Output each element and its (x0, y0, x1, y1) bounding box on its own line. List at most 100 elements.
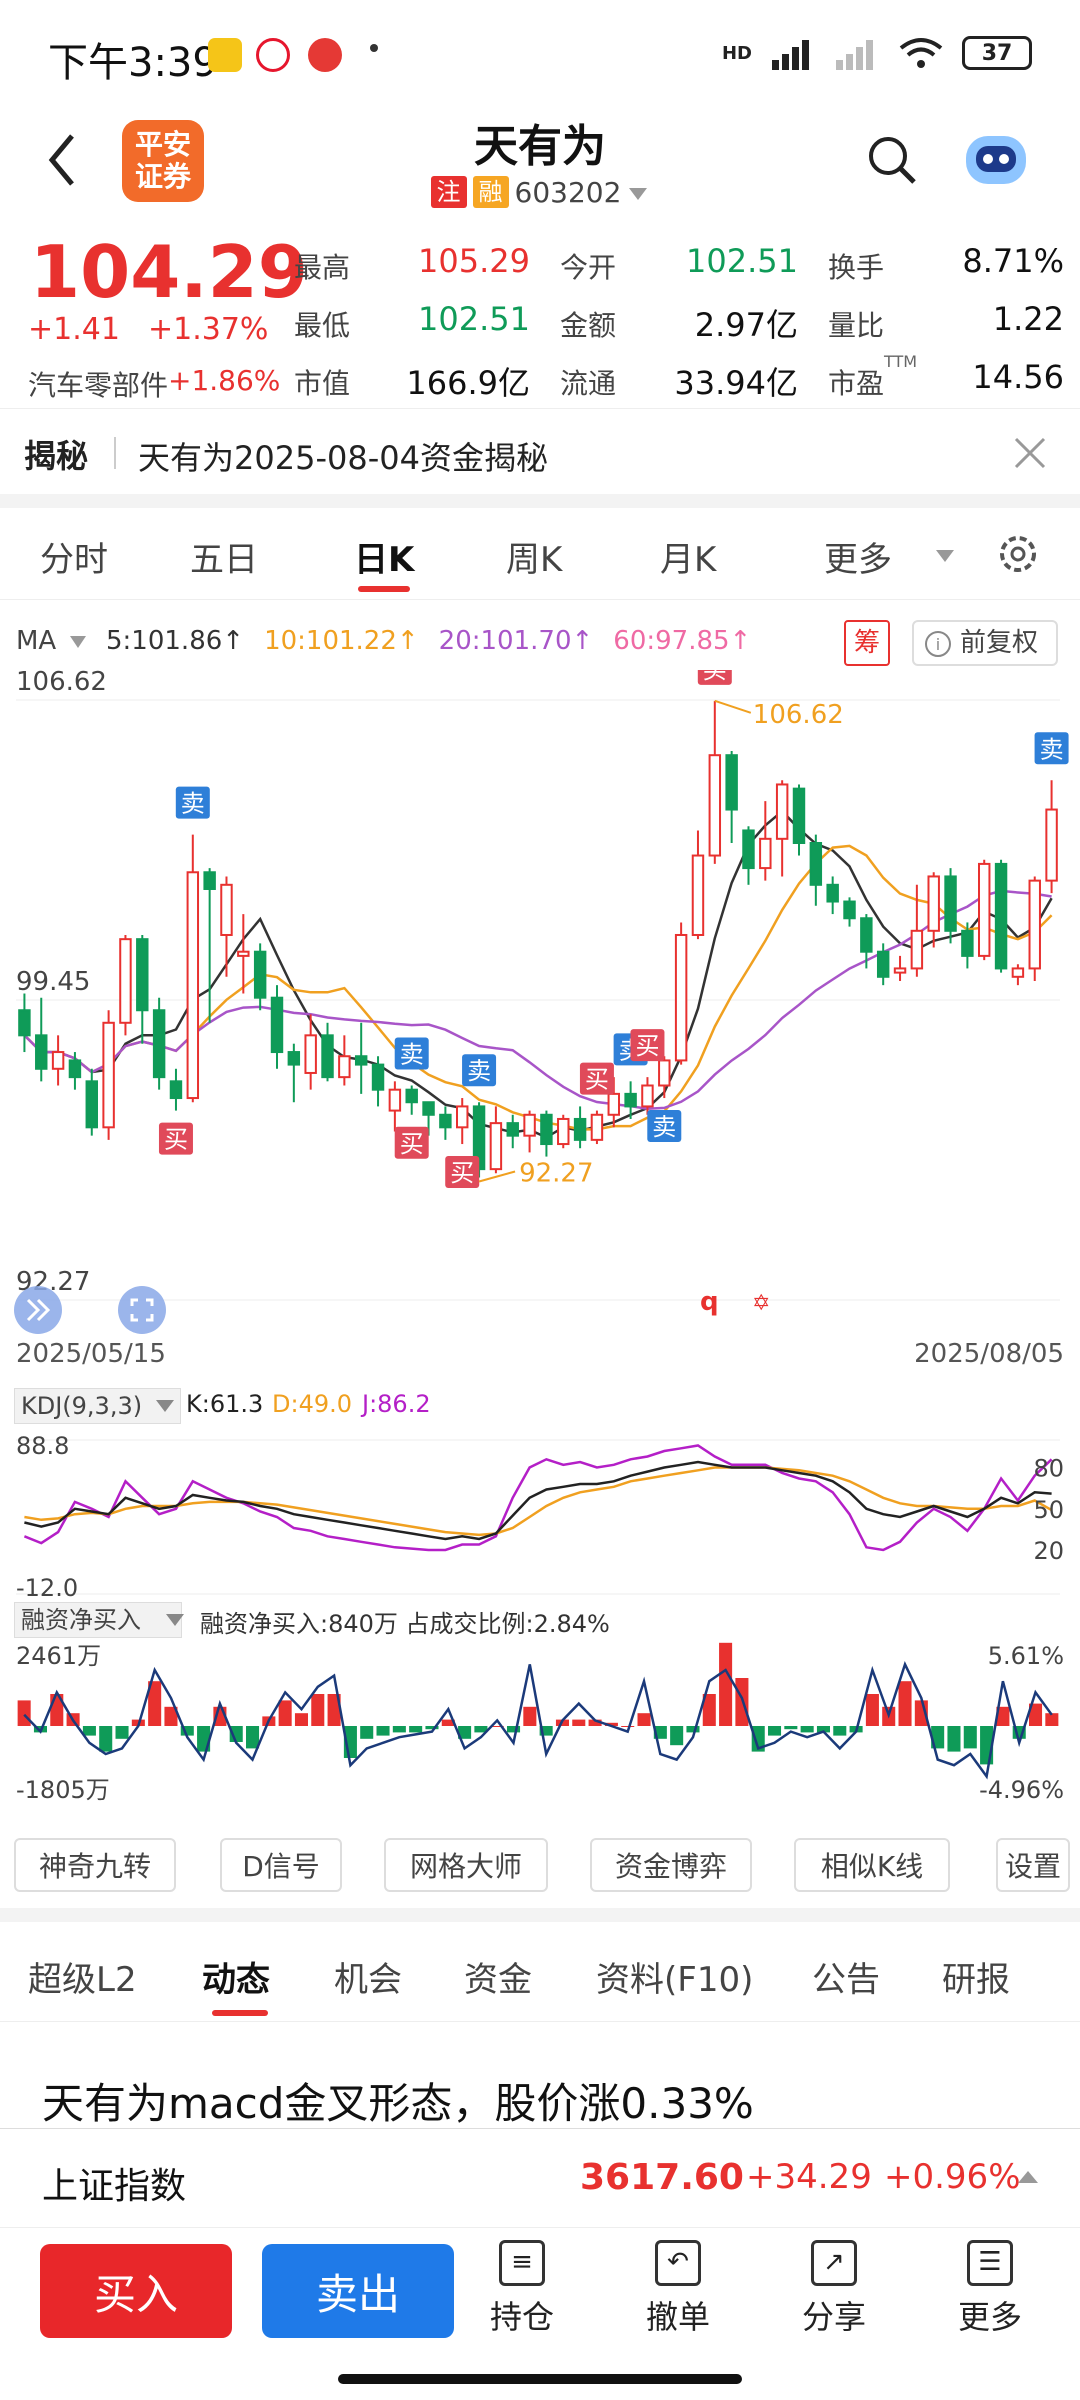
sector-pct[interactable]: +1.86% (168, 364, 281, 397)
quote-value: 1.22 (992, 300, 1064, 338)
more-icon: ☰ (967, 2240, 1013, 2286)
index-change: +34.29 (746, 2157, 872, 2197)
article-title[interactable]: 天有为macd金叉形态，股价涨0.33% (42, 2079, 754, 2128)
content-tab[interactable]: 研报 (942, 1960, 1010, 2000)
ma-dropdown-icon[interactable] (68, 632, 88, 652)
candle (843, 900, 856, 920)
kdj-label: KDJ(9,3,3) (21, 1392, 143, 1420)
period-tab[interactable]: 日K (354, 540, 415, 580)
margin-r-bottom: -4.96% (979, 1776, 1064, 1804)
trade-signal[interactable]: 买 (630, 1029, 665, 1062)
quote-value: 102.51 (686, 242, 798, 280)
sell-button[interactable]: 卖出 (262, 2244, 454, 2338)
content-tab[interactable]: 机会 (334, 1960, 402, 2000)
kdj-right-tick: 50 (1033, 1496, 1064, 1524)
period-tab[interactable]: 五日 (190, 540, 258, 580)
close-icon[interactable] (1012, 435, 1048, 471)
more-dropdown-icon[interactable] (934, 546, 956, 566)
broker-logo[interactable]: 平安 证券 (122, 120, 204, 202)
period-tabs: 分时 五日 日K 周K 月K 更多 (0, 508, 1080, 600)
trade-signal[interactable]: 买 (697, 670, 732, 685)
chip-distribution-button[interactable]: 筹 (844, 620, 890, 666)
signal-badge (647, 1110, 682, 1143)
section-divider-2 (0, 1908, 1080, 1922)
back-arrow-icon[interactable] (42, 130, 82, 190)
buy-button[interactable]: 买入 (40, 2244, 232, 2338)
margin-bar (572, 1719, 586, 1726)
trade-signal[interactable]: 卖 (647, 1110, 682, 1143)
expand-left-button[interactable] (14, 1286, 62, 1334)
content-tab[interactable]: 资料(F10) (596, 1960, 754, 2000)
margin-dropdown-icon[interactable] (164, 1610, 186, 1630)
candle (186, 871, 200, 1100)
period-tab[interactable]: 月K (660, 540, 717, 580)
bottom-nav-item[interactable]: ☰ 更多 (930, 2240, 1050, 2338)
bottom-nav-item[interactable]: ↶ 撤单 (618, 2240, 738, 2338)
ma-value: 10:101.22↑ (264, 626, 419, 656)
trade-signal[interactable]: 卖 (175, 786, 210, 819)
content-tab[interactable]: 资金 (464, 1960, 532, 2000)
candle (422, 1101, 435, 1116)
content-tab[interactable]: 超级L2 (28, 1960, 137, 2000)
tool-button[interactable]: 相似K线 (794, 1838, 950, 1892)
robot-assistant-icon[interactable] (960, 126, 1032, 192)
trade-signal[interactable]: 买 (394, 1126, 429, 1159)
content-tab[interactable]: 动态 (202, 1960, 270, 2000)
price-change: +1.41 (28, 312, 120, 347)
period-tab[interactable]: 周K (506, 540, 563, 580)
tool-button[interactable]: 网格大师 (384, 1838, 548, 1892)
settings-gear-icon[interactable] (996, 532, 1040, 576)
trade-signal[interactable]: 卖 (1034, 732, 1069, 765)
candle (253, 950, 267, 999)
share-icon: ↗ (811, 2240, 857, 2286)
ma-value: 5:101.86↑ (106, 626, 245, 656)
reveal-bar[interactable]: 揭秘 天有为2025-08-04资金揭秘 (0, 408, 1080, 494)
kdj-y-bottom: -12.0 (16, 1574, 78, 1600)
trade-signal[interactable]: 买 (579, 1062, 614, 1095)
ttm-superscript: TTM (884, 352, 918, 371)
tool-button[interactable]: 资金博弈 (590, 1838, 752, 1892)
cancel-order-icon: ↶ (655, 2240, 701, 2286)
margin-selector[interactable]: 融资净买入 (14, 1602, 182, 1638)
wifi-icon (899, 38, 943, 68)
sector-name[interactable]: 汽车零部件 (28, 369, 169, 402)
trade-signal[interactable]: 卖 (394, 1037, 429, 1070)
search-icon[interactable] (866, 134, 918, 186)
margin-bar (17, 1700, 31, 1726)
tool-button[interactable]: 神奇九转 (14, 1838, 176, 1892)
signal-badge (1034, 732, 1069, 765)
home-indicator[interactable] (338, 2374, 742, 2384)
bottom-nav-item[interactable]: ≡ 持仓 (462, 2240, 582, 2338)
reveal-text[interactable]: 天有为2025-08-04资金揭秘 (138, 439, 548, 477)
adjust-mode-label: 前复权 (960, 628, 1039, 658)
fullscreen-button[interactable] (118, 1286, 166, 1334)
signal-text: 买 (585, 1066, 609, 1094)
period-tab[interactable]: 更多 (824, 540, 892, 580)
kdj-chart[interactable]: 88.8 -12.0 80 50 20 (0, 1424, 1080, 1600)
trade-signal[interactable]: 买 (445, 1156, 480, 1189)
candle (691, 854, 705, 936)
adjust-mode-button[interactable]: 前复权 (912, 620, 1058, 666)
trade-signal[interactable]: 买 (158, 1122, 193, 1155)
period-tab[interactable]: 分时 (40, 540, 108, 580)
code-dropdown-icon[interactable] (627, 176, 649, 208)
quote-label: 量比 (828, 309, 885, 342)
trade-signal[interactable]: 卖 (462, 1054, 497, 1087)
active-content-indicator (212, 2010, 268, 2016)
margin-chart[interactable]: 2461万 -1805万 5.61% -4.96% (0, 1638, 1080, 1814)
ma-values: 5:101.86↑ 10:101.22↑ 20:101.70↑ 60:97.85↑ (106, 626, 751, 656)
content-tab[interactable]: 公告 (812, 1960, 880, 2000)
kdj-dropdown-icon[interactable] (154, 1396, 176, 1416)
stock-code[interactable]: 603202 (514, 176, 622, 209)
kdj-right-tick: 80 (1033, 1455, 1064, 1483)
signal-badge (579, 1062, 614, 1095)
bottom-nav-item[interactable]: ↗ 分享 (774, 2240, 894, 2338)
index-bar[interactable]: 上证指数 3617.60 +34.29 +0.96% (0, 2128, 1080, 2228)
kdj-d-line (24, 1466, 1053, 1537)
ma-label[interactable]: MA (16, 626, 57, 656)
tool-button[interactable]: 设置 (996, 1838, 1070, 1892)
tool-button[interactable]: D信号 (220, 1838, 342, 1892)
kline-chart[interactable]: 卖买卖买卖买买卖卖买买卖106.6299.4592.27106.6292.27q… (0, 670, 1080, 1370)
margin-bar (246, 1726, 260, 1749)
kdj-selector[interactable]: KDJ(9,3,3) (14, 1388, 182, 1424)
